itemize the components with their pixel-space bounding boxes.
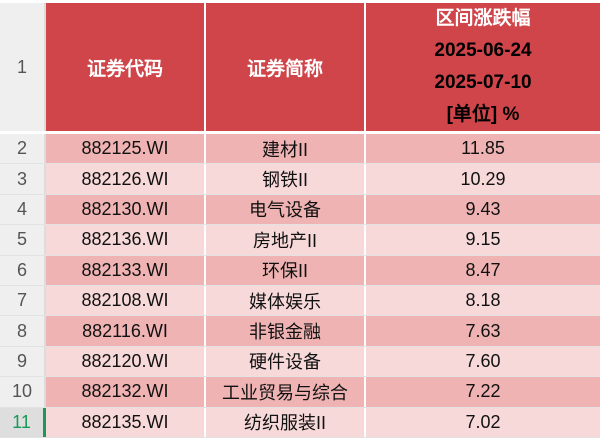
row-number[interactable]: 4 xyxy=(0,194,46,225)
row-number[interactable]: 8 xyxy=(0,316,46,346)
row-number[interactable]: 10 xyxy=(0,377,46,407)
table-row: 11 882135.WI 纺织服装II 7.02 xyxy=(0,407,600,438)
cell-code[interactable]: 882116.WI xyxy=(46,316,206,346)
cell-change[interactable]: 9.15 xyxy=(366,225,600,255)
cell-change[interactable]: 9.43 xyxy=(366,194,600,225)
table-row: 4 882130.WI 电气设备 9.43 xyxy=(0,194,600,226)
table-row: 10 882132.WI 工业贸易与综合 7.22 xyxy=(0,377,600,408)
cell-change[interactable]: 8.18 xyxy=(366,285,600,316)
cell-change[interactable]: 10.29 xyxy=(366,164,600,194)
row-number[interactable]: 9 xyxy=(0,346,46,377)
row-number[interactable]: 1 xyxy=(0,3,46,131)
cell-code[interactable]: 882132.WI xyxy=(46,377,206,407)
cell-name[interactable]: 电气设备 xyxy=(206,194,366,225)
cell-change[interactable]: 7.22 xyxy=(366,377,600,407)
cell-name[interactable]: 非银金融 xyxy=(206,316,366,346)
table-row: 3 882126.WI 钢铁II 10.29 xyxy=(0,164,600,195)
row-number[interactable]: 11 xyxy=(0,407,46,437)
header-change[interactable]: 区间涨跌幅 2025-06-24 2025-07-10 [单位] % xyxy=(366,3,600,131)
table-row: 6 882133.WI 环保II 8.47 xyxy=(0,255,600,286)
cell-change[interactable]: 7.63 xyxy=(366,316,600,346)
cell-name[interactable]: 媒体娱乐 xyxy=(206,285,366,316)
cell-name[interactable]: 硬件设备 xyxy=(206,346,366,377)
header-row: 1 证券代码 证券简称 区间涨跌幅 2025-06-24 2025-07-10 … xyxy=(0,3,600,134)
row-number[interactable]: 2 xyxy=(0,134,46,164)
cell-name[interactable]: 钢铁II xyxy=(206,164,366,194)
cell-code[interactable]: 882125.WI xyxy=(46,134,206,164)
cell-name[interactable]: 建材II xyxy=(206,134,366,164)
cell-name[interactable]: 环保II xyxy=(206,255,366,285)
cell-code[interactable]: 882126.WI xyxy=(46,164,206,194)
row-number[interactable]: 6 xyxy=(0,255,46,285)
header-start-date: 2025-06-24 xyxy=(434,40,532,61)
cell-change[interactable]: 7.60 xyxy=(366,346,600,377)
row-number[interactable]: 7 xyxy=(0,285,46,316)
header-end-date: 2025-07-10 xyxy=(434,72,532,93)
table-row: 5 882136.WI 房地产II 9.15 xyxy=(0,225,600,256)
cell-change[interactable]: 7.02 xyxy=(366,407,600,437)
cell-code[interactable]: 882135.WI xyxy=(46,407,206,437)
cell-name[interactable]: 纺织服装II xyxy=(206,407,366,437)
table-row: 2 882125.WI 建材II 11.85 xyxy=(0,134,600,165)
row-number[interactable]: 3 xyxy=(0,164,46,194)
table-row: 7 882108.WI 媒体娱乐 8.18 xyxy=(0,285,600,317)
table-row: 9 882120.WI 硬件设备 7.60 xyxy=(0,346,600,378)
cell-name[interactable]: 工业贸易与综合 xyxy=(206,377,366,407)
cell-change[interactable]: 11.85 xyxy=(366,134,600,164)
cell-code[interactable]: 882120.WI xyxy=(46,346,206,377)
header-code[interactable]: 证券代码 xyxy=(46,3,206,131)
cell-name[interactable]: 房地产II xyxy=(206,225,366,255)
header-change-title: 区间涨跌幅 xyxy=(435,8,531,29)
row-number[interactable]: 5 xyxy=(0,225,46,255)
table-row: 8 882116.WI 非银金融 7.63 xyxy=(0,316,600,347)
cell-code[interactable]: 882136.WI xyxy=(46,225,206,255)
cell-code[interactable]: 882133.WI xyxy=(46,255,206,285)
header-name[interactable]: 证券简称 xyxy=(206,3,366,131)
header-unit: [单位] % xyxy=(446,104,520,125)
cell-change[interactable]: 8.47 xyxy=(366,255,600,285)
cell-code[interactable]: 882108.WI xyxy=(46,285,206,316)
cell-code[interactable]: 882130.WI xyxy=(46,194,206,225)
